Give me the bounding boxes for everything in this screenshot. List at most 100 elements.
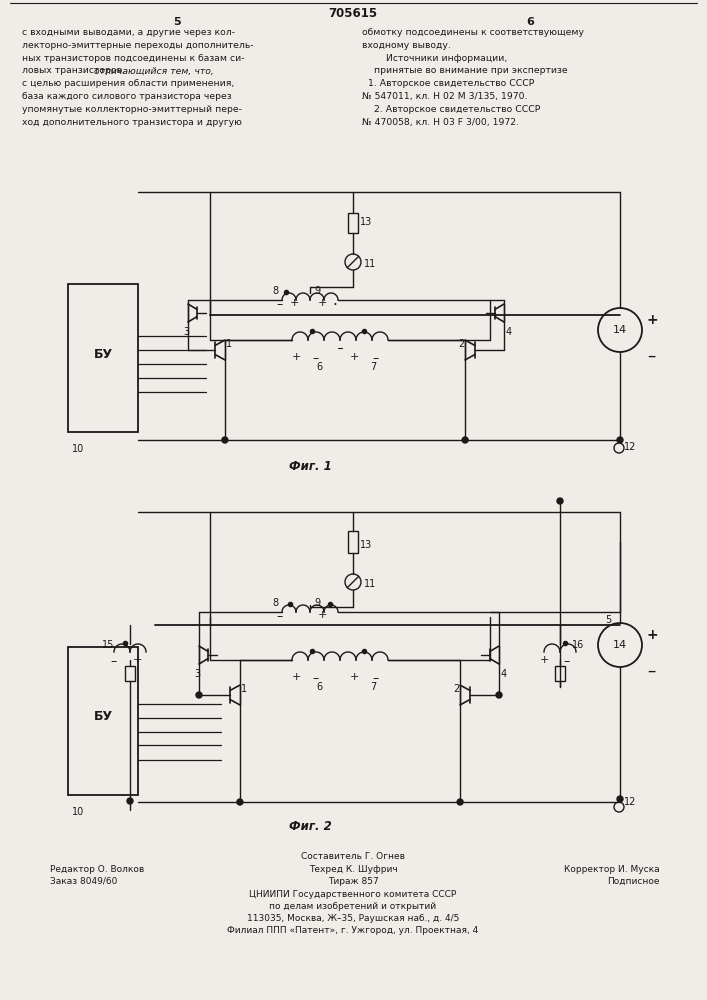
Text: № 547011, кл. Н 02 М 3/135, 1970.: № 547011, кл. Н 02 М 3/135, 1970. xyxy=(362,92,527,101)
Text: № 470058, кл. Н 03 F 3/00, 1972.: № 470058, кл. Н 03 F 3/00, 1972. xyxy=(362,118,519,127)
Polygon shape xyxy=(68,647,138,795)
Text: Филиал ППП «Патент», г. Ужгород, ул. Проектная, 4: Филиал ППП «Патент», г. Ужгород, ул. Про… xyxy=(228,926,479,935)
Text: –: – xyxy=(372,672,378,685)
Circle shape xyxy=(457,799,463,805)
Text: 5: 5 xyxy=(173,17,181,27)
Circle shape xyxy=(496,692,502,698)
Text: +: + xyxy=(647,313,659,327)
Text: Заказ 8049/60: Заказ 8049/60 xyxy=(50,877,117,886)
Text: ловых транзисторов,: ловых транзисторов, xyxy=(22,66,128,75)
Text: +: + xyxy=(292,672,301,682)
Text: с входными выводами, а другие через кол-: с входными выводами, а другие через кол- xyxy=(22,28,235,37)
Text: ЦНИИПИ Государственного комитета СССР: ЦНИИПИ Государственного комитета СССР xyxy=(250,890,457,899)
Circle shape xyxy=(462,437,468,443)
Text: 2: 2 xyxy=(458,339,464,349)
Text: –: – xyxy=(372,352,378,365)
Circle shape xyxy=(617,437,623,443)
Text: Подписное: Подписное xyxy=(607,877,660,886)
Text: 10: 10 xyxy=(72,444,84,454)
Text: 15: 15 xyxy=(102,640,115,650)
Text: принятые во внимание при экспертизе: принятые во внимание при экспертизе xyxy=(362,66,568,75)
Text: +: + xyxy=(540,655,549,665)
Text: 9: 9 xyxy=(314,598,320,608)
Text: ·: · xyxy=(332,298,337,313)
Text: –: – xyxy=(312,352,318,365)
Text: +: + xyxy=(318,610,327,620)
Text: 7: 7 xyxy=(370,682,376,692)
Text: 6: 6 xyxy=(316,362,322,372)
Text: БУ: БУ xyxy=(93,710,112,724)
Text: упомянутые коллекторно-эмиттерный пере-: упомянутые коллекторно-эмиттерный пере- xyxy=(22,105,242,114)
Polygon shape xyxy=(348,213,358,233)
Text: Корректор И. Муска: Корректор И. Муска xyxy=(564,865,660,874)
Text: ных транзисторов подсоединены к базам си-: ных транзисторов подсоединены к базам си… xyxy=(22,54,245,63)
Text: 6: 6 xyxy=(526,17,534,27)
Text: БУ: БУ xyxy=(93,348,112,360)
Text: +: + xyxy=(350,672,359,682)
Text: 11: 11 xyxy=(364,259,376,269)
Text: 8: 8 xyxy=(272,598,278,608)
Text: Тираж 857: Тираж 857 xyxy=(327,877,378,886)
Circle shape xyxy=(557,498,563,504)
Text: +: + xyxy=(292,352,301,362)
Text: 5: 5 xyxy=(605,615,612,625)
Text: –: – xyxy=(647,662,655,680)
Text: 6: 6 xyxy=(316,682,322,692)
Text: –: – xyxy=(312,672,318,685)
Text: ход дополнительного транзистора и другую: ход дополнительного транзистора и другую xyxy=(22,118,242,127)
Text: 4: 4 xyxy=(501,669,507,679)
Text: Техред К. Шуфрич: Техред К. Шуфрич xyxy=(309,865,397,874)
Text: 3: 3 xyxy=(183,327,189,337)
Text: 2: 2 xyxy=(453,684,460,694)
Text: +: + xyxy=(647,628,659,642)
Text: Фиг. 1: Фиг. 1 xyxy=(288,460,332,473)
Polygon shape xyxy=(348,531,358,553)
Text: 8: 8 xyxy=(272,286,278,296)
Text: 11: 11 xyxy=(364,579,376,589)
Text: 2. Авторское свидетельство СССР: 2. Авторское свидетельство СССР xyxy=(362,105,540,114)
Text: отличающийся тем, что,: отличающийся тем, что, xyxy=(95,66,214,75)
Circle shape xyxy=(617,796,623,802)
Text: 113035, Москва, Ж–35, Раушская наб., д. 4/5: 113035, Москва, Ж–35, Раушская наб., д. … xyxy=(247,914,459,923)
Text: +: + xyxy=(133,655,142,665)
Text: 1. Авторское свидетельство СССР: 1. Авторское свидетельство СССР xyxy=(362,79,534,88)
Text: 1: 1 xyxy=(241,684,247,694)
Text: 705615: 705615 xyxy=(329,7,378,20)
Text: 14: 14 xyxy=(613,325,627,335)
Text: база каждого силового транзистора через: база каждого силового транзистора через xyxy=(22,92,232,101)
Text: 10: 10 xyxy=(72,807,84,817)
Text: –: – xyxy=(276,610,282,623)
Circle shape xyxy=(127,798,133,804)
Text: Составитель Г. Огнев: Составитель Г. Огнев xyxy=(301,852,405,861)
Text: +: + xyxy=(290,298,299,308)
Polygon shape xyxy=(125,666,135,681)
Text: по делам изобретений и открытий: по делам изобретений и открытий xyxy=(269,902,436,911)
Text: –: – xyxy=(647,347,655,365)
Text: 14: 14 xyxy=(613,640,627,650)
Text: 3: 3 xyxy=(194,669,200,679)
Text: обмотку подсоединены к соответствующему: обмотку подсоединены к соответствующему xyxy=(362,28,584,37)
Text: 13: 13 xyxy=(360,217,373,227)
Circle shape xyxy=(196,692,202,698)
Text: 13: 13 xyxy=(360,540,373,550)
Text: 1: 1 xyxy=(226,339,232,349)
Text: 12: 12 xyxy=(624,442,636,452)
Text: 9: 9 xyxy=(314,286,320,296)
Circle shape xyxy=(222,437,228,443)
Text: Источники информации,: Источники информации, xyxy=(362,54,507,63)
Text: 12: 12 xyxy=(624,797,636,807)
Text: +: + xyxy=(318,298,327,308)
Text: Редактор О. Волков: Редактор О. Волков xyxy=(50,865,144,874)
Text: 4: 4 xyxy=(506,327,512,337)
Text: –: – xyxy=(563,655,569,668)
Text: лекторно-эмиттерные переходы дополнитель-: лекторно-эмиттерные переходы дополнитель… xyxy=(22,41,254,50)
Text: с целью расширения области применения,: с целью расширения области применения, xyxy=(22,79,234,88)
Text: 7: 7 xyxy=(370,362,376,372)
Text: –: – xyxy=(110,655,116,668)
Text: +: + xyxy=(350,352,359,362)
Text: Фиг. 2: Фиг. 2 xyxy=(288,820,332,833)
Polygon shape xyxy=(555,666,565,681)
Text: –: – xyxy=(276,298,282,311)
Circle shape xyxy=(237,799,243,805)
Text: 16: 16 xyxy=(572,640,584,650)
